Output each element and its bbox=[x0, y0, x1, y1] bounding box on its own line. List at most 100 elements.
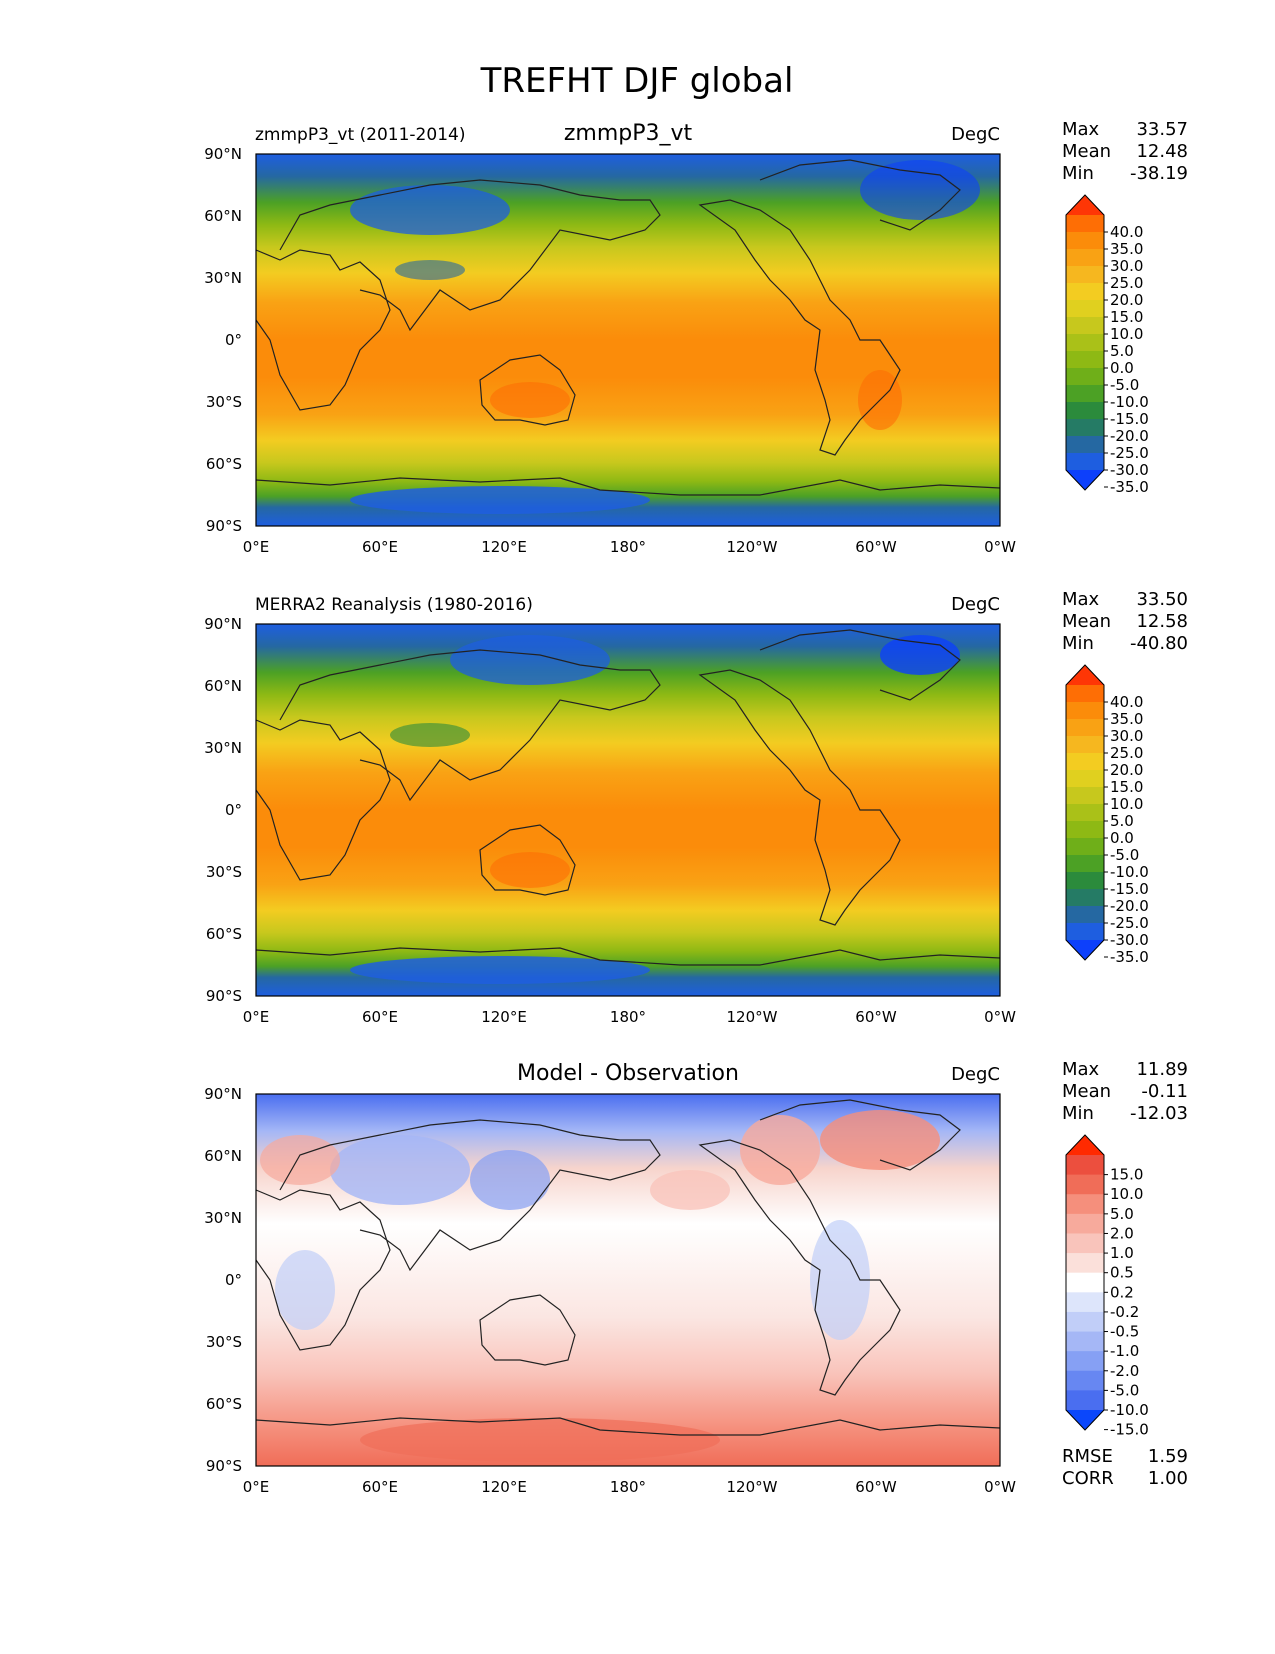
lon-tick-label: 60°E bbox=[362, 1008, 398, 1026]
colorbar-tick-label: 0.0 bbox=[1110, 829, 1134, 847]
colorbar-swatch bbox=[1066, 736, 1104, 754]
colorbar-tick-label: 0.2 bbox=[1110, 1283, 1134, 1301]
lon-tick-label: 120°W bbox=[727, 1008, 778, 1026]
lat-tick-label: 0° bbox=[225, 331, 242, 349]
colorbar-swatch bbox=[1066, 702, 1104, 720]
colorbar-tick-label: 35.0 bbox=[1110, 240, 1143, 258]
colorbar-tick-label: -1.0 bbox=[1110, 1342, 1139, 1360]
colorbar-extension-bottom bbox=[1066, 1410, 1104, 1430]
colorbar-tick-label: 25.0 bbox=[1110, 744, 1143, 762]
map-field bbox=[256, 624, 1000, 996]
colorbar-swatch bbox=[1066, 923, 1104, 941]
colorbar-swatch bbox=[1066, 1331, 1104, 1352]
colorbar: 15.010.05.02.01.00.50.2-0.2-0.5-1.0-2.0-… bbox=[1065, 1134, 1149, 1439]
land-anomalies bbox=[350, 160, 980, 514]
map-frame bbox=[255, 1093, 1001, 1467]
colorbar-swatch bbox=[1066, 787, 1104, 805]
colorbar-tick-label: -25.0 bbox=[1110, 914, 1149, 932]
lat-tick-label: 90°S bbox=[206, 517, 242, 535]
colorbar-extension-bottom bbox=[1066, 940, 1104, 960]
stat-label: CORR bbox=[1062, 1468, 1114, 1489]
colorbar-swatch bbox=[1066, 1213, 1104, 1235]
lon-tick-label: 60°E bbox=[362, 538, 398, 556]
colorbar-swatch bbox=[1066, 1253, 1104, 1274]
colorbar-swatch bbox=[1066, 317, 1104, 335]
colorbar-swatch bbox=[1066, 1351, 1104, 1372]
lon-tick-label: 180° bbox=[610, 538, 646, 556]
colorbar-swatch bbox=[1066, 419, 1104, 437]
lat-tick-label: 30°S bbox=[206, 863, 242, 881]
stat-label: Max bbox=[1062, 1059, 1100, 1080]
colorbar-tick-label: 2.0 bbox=[1110, 1224, 1134, 1242]
colorbar-tick-label: 40.0 bbox=[1110, 223, 1143, 241]
lat-tick-label: 60°S bbox=[206, 1395, 242, 1413]
error-stats-block: RMSE 1.59 CORR 1.00 bbox=[1062, 1446, 1188, 1489]
lat-axis: 90°N 60°N 30°N 0° 30°S 60°S 90°S bbox=[204, 145, 242, 535]
colorbar-swatch bbox=[1066, 334, 1104, 352]
colorbar-swatch bbox=[1066, 1390, 1104, 1411]
lon-tick-label: 180° bbox=[610, 1478, 646, 1496]
stat-value: 12.58 bbox=[1136, 611, 1188, 632]
colorbar-tick-label: -2.0 bbox=[1110, 1362, 1139, 1380]
colorbar-swatch bbox=[1066, 249, 1104, 267]
colorbar-swatch bbox=[1066, 1233, 1104, 1254]
colorbar-tick-label: 0.0 bbox=[1110, 359, 1134, 377]
colorbar-tick-label: 30.0 bbox=[1110, 257, 1143, 275]
colorbar: 40.035.030.025.020.015.010.05.00.0-5.0-1… bbox=[1065, 194, 1149, 496]
panel-1: zmmpP3_vt (2011-2014) zmmpP3_vt DegC bbox=[204, 119, 1188, 556]
lat-axis: 90°N 60°N 30°N 0° 30°S 60°S 90°S bbox=[204, 615, 242, 1005]
colorbar-swatch bbox=[1066, 266, 1104, 284]
colorbar-tick-label: 10.0 bbox=[1110, 325, 1143, 343]
lon-tick-label: 60°W bbox=[855, 1478, 897, 1496]
lat-tick-label: 30°N bbox=[204, 1209, 242, 1227]
lon-tick-label: 120°E bbox=[481, 1008, 527, 1026]
colorbar-tick-label: -15.0 bbox=[1110, 410, 1149, 428]
colorbar-tick-label: -5.0 bbox=[1110, 1381, 1139, 1399]
stats-block: Max 11.89 Mean -0.11 Min -12.03 bbox=[1062, 1059, 1188, 1124]
lat-tick-label: 60°N bbox=[204, 1147, 242, 1165]
colorbar-tick-label: -35.0 bbox=[1110, 478, 1149, 496]
lat-tick-label: 0° bbox=[225, 801, 242, 819]
coastlines bbox=[255, 629, 1001, 966]
stats-block: Max 33.57 Mean 12.48 Min -38.19 bbox=[1062, 119, 1188, 184]
colorbar-swatch bbox=[1066, 215, 1104, 233]
panel-center-title: Model - Observation bbox=[517, 1061, 739, 1086]
colorbar-tick-label: -0.5 bbox=[1110, 1323, 1139, 1341]
colorbar-swatch bbox=[1066, 1174, 1104, 1195]
stat-label: Mean bbox=[1062, 611, 1111, 632]
stat-value: -40.80 bbox=[1130, 633, 1188, 654]
stat-value: -12.03 bbox=[1130, 1103, 1188, 1124]
stats-block: Max 33.50 Mean 12.58 Min -40.80 bbox=[1062, 589, 1188, 654]
stat-label: Min bbox=[1062, 163, 1094, 184]
difference-anomalies bbox=[260, 1110, 940, 1462]
colorbar-tick-label: -20.0 bbox=[1110, 897, 1149, 915]
colorbar-tick-label: 20.0 bbox=[1110, 291, 1143, 309]
lat-tick-label: 90°N bbox=[204, 145, 242, 163]
lon-tick-label: 60°W bbox=[855, 538, 897, 556]
map-frame bbox=[255, 623, 1001, 997]
colorbar-tick-label: -20.0 bbox=[1110, 427, 1149, 445]
stat-label: RMSE bbox=[1062, 1446, 1113, 1467]
panel-2: MERRA2 Reanalysis (1980-2016) DegC bbox=[204, 589, 1188, 1026]
panel-units: DegC bbox=[951, 1064, 1000, 1085]
map-area bbox=[255, 153, 1001, 527]
colorbar: 40.035.030.025.020.015.010.05.00.0-5.0-1… bbox=[1065, 664, 1149, 966]
colorbar-swatch bbox=[1066, 906, 1104, 924]
map-area bbox=[255, 1093, 1001, 1467]
colorbar-swatch bbox=[1066, 1155, 1104, 1176]
colorbar-swatch bbox=[1066, 283, 1104, 301]
colorbar-tick-label: 10.0 bbox=[1110, 795, 1143, 813]
colorbar-swatch bbox=[1066, 770, 1104, 788]
colorbar-swatch bbox=[1066, 855, 1104, 873]
lon-axis: 0°E 60°E 120°E 180° 120°W 60°W 0°W bbox=[243, 1008, 1016, 1026]
panel-left-title: zmmpP3_vt (2011-2014) bbox=[255, 125, 465, 145]
lat-tick-label: 60°S bbox=[206, 925, 242, 943]
lon-tick-label: 60°E bbox=[362, 1478, 398, 1496]
lat-tick-label: 60°N bbox=[204, 677, 242, 695]
stat-value: 1.00 bbox=[1148, 1468, 1188, 1489]
lon-tick-label: 0°E bbox=[243, 1478, 270, 1496]
colorbar-tick-label: -10.0 bbox=[1110, 1401, 1149, 1419]
lon-tick-label: 0°E bbox=[243, 1008, 270, 1026]
